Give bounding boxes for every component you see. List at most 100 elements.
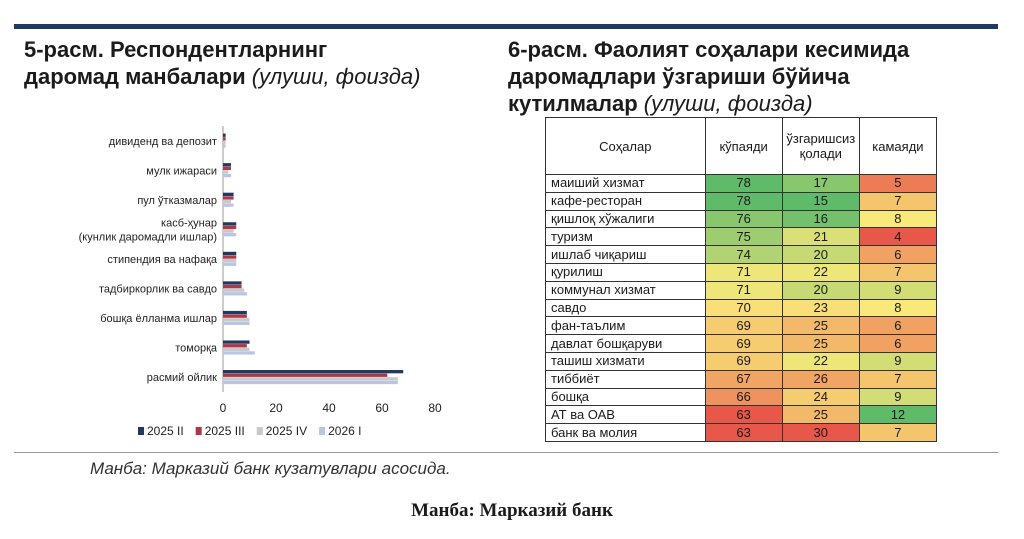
cell-unchanged: 17: [781, 174, 860, 193]
bar-2-series-1: [223, 163, 231, 167]
table-row: қишлоқ хўжалиги 76 16 8: [545, 209, 938, 229]
x-tick-label: 40: [322, 401, 336, 415]
bar-8-series-2: [223, 344, 247, 348]
sector-expectations-table: Соҳалар кўпаяди ўзгаришсиз қолади камаяди…: [545, 117, 938, 442]
cell-decrease: 7: [858, 423, 938, 442]
bar-3-series-4: [223, 203, 234, 207]
legend-swatch-3: [256, 427, 263, 435]
sector-name: давлат бошқаруви: [545, 334, 706, 353]
header-increase: кўпаяди: [704, 117, 783, 175]
table-header-row: Соҳалар кўпаяди ўзгаришсиз қолади камаяди: [545, 117, 938, 175]
cell-unchanged: 15: [781, 191, 860, 211]
cell-unchanged: 24: [781, 387, 860, 407]
cell-decrease: 9: [858, 351, 938, 371]
table-row: давлат бошқаруви 69 25 6: [545, 334, 938, 353]
top-rule: [14, 24, 998, 29]
right-title-unit: (улуши, фоизда): [643, 91, 813, 116]
table-row: АТ ва ОАВ 63 25 12: [545, 405, 938, 425]
sector-name: тиббиёт: [545, 369, 706, 389]
cell-increase: 69: [704, 351, 783, 371]
cell-increase: 75: [704, 227, 783, 247]
bar-6-series-4: [223, 292, 247, 296]
header-unchanged-line: қолади: [799, 146, 842, 161]
left-chart-title: 5-расм. Респондентларнинг даромад манбал…: [24, 36, 494, 90]
bar-5-series-4: [223, 262, 237, 266]
bar-3-series-1: [223, 192, 234, 196]
sector-name: бошқа: [545, 387, 706, 407]
category-label: пул ўтказмалар: [137, 195, 217, 207]
bar-8-series-3: [223, 347, 250, 351]
left-title-unit: (улуши, фоизда): [251, 64, 421, 89]
legend-label-4: 2026 I: [328, 424, 361, 438]
category-label: дивиденд ва депозит: [109, 136, 217, 148]
sector-name: туризм: [545, 227, 706, 247]
left-title-main: даромад манбалари: [24, 64, 252, 89]
cell-decrease: 7: [858, 262, 938, 282]
category-label: тадбиркорлик ва савдо: [99, 284, 217, 296]
x-tick-label: 60: [375, 401, 389, 415]
cell-increase: 63: [704, 423, 783, 442]
bar-9-series-4: [223, 380, 398, 385]
header-unchanged-line: ўзгаришсиз: [786, 131, 856, 146]
left-title-line2: даромад манбалари (улуши, фоизда): [24, 63, 494, 90]
bar-8-series-1: [223, 340, 250, 344]
category-label: (кунлик даромадли ишлар): [79, 231, 217, 243]
table-row: савдо 70 23 8: [545, 298, 938, 318]
table-row: маиший хизмат 78 17 5: [545, 174, 938, 193]
cell-decrease: 6: [858, 316, 938, 336]
right-title-line2: даромадлари ўзгариши бўйича: [508, 64, 850, 89]
category-label: бошқа ёлланма ишлар: [100, 313, 217, 325]
x-tick-label: 20: [269, 401, 283, 415]
bar-5-series-3: [223, 259, 237, 263]
cell-unchanged: 20: [781, 245, 860, 264]
bar-6-series-2: [223, 284, 242, 289]
cell-increase: 69: [704, 316, 783, 336]
table-row: банк ва молия 63 30 7: [545, 423, 938, 442]
cell-increase: 63: [704, 405, 783, 425]
table-row: фан-таълим 69 25 6: [545, 316, 938, 336]
category-label: томорқа: [175, 343, 218, 355]
cell-decrease: 7: [858, 369, 938, 389]
bar-7-series-3: [223, 318, 250, 322]
cell-decrease: 8: [858, 209, 938, 229]
bar-2-series-2: [223, 166, 231, 171]
table-row: бошқа 66 24 9: [545, 387, 938, 407]
category-label: мулк ижараси: [146, 165, 217, 177]
bar-4-series-2: [223, 225, 237, 230]
header-sector: Соҳалар: [545, 117, 706, 175]
bar-6-series-1: [223, 281, 242, 285]
sector-name: коммунал хизмат: [545, 280, 706, 300]
sector-name: фан-таълим: [545, 316, 706, 336]
table-row: кафе-ресторан 78 15 7: [545, 191, 938, 211]
legend-swatch-1: [138, 427, 144, 435]
bar-9-series-2: [223, 373, 388, 377]
cell-unchanged: 25: [781, 405, 860, 425]
cell-increase: 78: [704, 191, 783, 211]
cell-increase: 78: [704, 174, 783, 193]
right-title-line3: кутилмалар (улуши, фоизда): [508, 90, 1013, 117]
bar-7-series-2: [223, 314, 247, 318]
bar-7-series-1: [223, 310, 247, 315]
bar-4-series-3: [223, 229, 234, 233]
cell-increase: 66: [704, 387, 783, 407]
cell-unchanged: 25: [781, 316, 860, 336]
category-label: стипендия ва нафақа: [107, 254, 217, 266]
legend-swatch-4: [319, 427, 326, 435]
source-caption: Манба: Марказий банк: [411, 500, 613, 521]
bar-1-series-4: [223, 144, 226, 148]
sector-name: қишлоқ хўжалиги: [545, 209, 706, 229]
header-unchanged: ўзгаришсиз қолади: [781, 117, 860, 175]
left-title-line1: 5-расм. Респондентларнинг: [24, 37, 328, 62]
category-label: касб-ҳунар: [161, 217, 217, 229]
cell-unchanged: 16: [781, 209, 860, 229]
sector-name: ташиш хизмати: [545, 351, 706, 371]
cell-unchanged: 23: [781, 298, 860, 318]
bar-9-series-1: [223, 370, 404, 374]
x-tick-label: 0: [220, 401, 227, 415]
right-title-main: кутилмалар: [508, 91, 644, 116]
table-row: тиббиёт 67 26 7: [545, 369, 938, 389]
bar-1-series-1: [223, 133, 226, 137]
bar-4-series-4: [223, 233, 237, 237]
cell-decrease: 12: [858, 405, 938, 425]
cell-unchanged: 26: [781, 369, 860, 389]
